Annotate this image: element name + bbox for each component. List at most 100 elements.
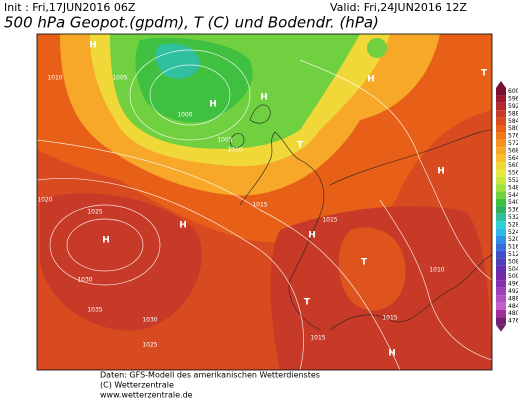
valid-time: Valid: Fri,24JUN2016 12Z [330, 1, 467, 14]
colorbar-swatch [496, 310, 506, 318]
colorbar-swatch [496, 132, 506, 140]
colorbar-label: 576 [508, 133, 518, 140]
isobar-label: 1015 [252, 202, 267, 209]
colorbar-label: 488 [508, 295, 518, 302]
pressure-center: H [308, 231, 316, 241]
isobar-label: 1005 [112, 75, 127, 82]
isobar-label: 1015 [310, 335, 325, 342]
colorbar-label: 552 [508, 177, 518, 184]
colorbar-swatch [496, 258, 506, 266]
colorbar-swatch [496, 162, 506, 170]
colorbar-label: 480 [508, 310, 518, 317]
colorbar-swatch [496, 243, 506, 251]
init-time: Init : Fri,17JUN2016 06Z [4, 1, 136, 14]
colorbar-label: 600 [508, 88, 518, 95]
pressure-center: H [260, 93, 268, 103]
colorbar-swatch [496, 154, 506, 162]
colorbar-swatch [496, 287, 506, 296]
colorbar-label: 520 [508, 236, 518, 243]
pressure-center: H [367, 75, 375, 85]
isobar-label: 1010 [227, 147, 242, 154]
colorbar-label: 484 [508, 303, 518, 310]
colorbar-arrow [496, 324, 506, 332]
isobar-label: 1010 [47, 75, 62, 82]
pressure-center: H [437, 167, 445, 177]
isobar-label: 1000 [177, 112, 192, 119]
isobar-label: 1030 [77, 277, 92, 284]
colorbar-label: 528 [508, 221, 518, 228]
colorbar-label: 548 [508, 184, 518, 191]
isobar-label: 1015 [382, 315, 397, 322]
colorbar-swatch [496, 228, 506, 236]
colorbar-label: 476 [508, 318, 518, 325]
colorbar-swatch [496, 199, 506, 207]
colorbar-label: 524 [508, 229, 518, 236]
colorbar-swatch [496, 184, 506, 192]
colorbar-label: 492 [508, 288, 518, 295]
isobar-label: 1030 [142, 317, 157, 324]
footer-line: www.wetterzentrale.de [100, 391, 193, 400]
pressure-center: H [179, 221, 187, 231]
pressure-center: T [297, 141, 304, 151]
colorbar-swatch [496, 221, 506, 229]
colorbar-swatch [496, 147, 506, 155]
map-labels: H H H H H H H H H T T T T 1010 1005 1000 1005 1010 1015 102… [37, 41, 488, 359]
pressure-center: H [89, 41, 97, 51]
colorbar-label: 560 [508, 162, 518, 169]
pressure-center: T [361, 258, 368, 268]
colorbar-label: 544 [508, 192, 518, 199]
colorbar-label: 592 [508, 103, 518, 110]
isobar-label: 1010 [429, 267, 444, 274]
colorbar-swatch [496, 95, 506, 103]
isobar-label: 1020 [37, 197, 52, 204]
colorbar: 6005965925885845805765725685645605565525… [496, 81, 518, 332]
colorbar-label: 596 [508, 96, 518, 103]
colorbar-swatch [496, 191, 506, 199]
title: 500 hPa Geopot.(gpdm), T (C) und Bodendr… [4, 14, 379, 32]
colorbar-label: 572 [508, 140, 518, 147]
colorbar-label: 540 [508, 199, 518, 206]
colorbar-swatch [496, 88, 506, 96]
isobar-label: 1015 [322, 217, 337, 224]
colorbar-swatch [496, 117, 506, 125]
colorbar-label: 504 [508, 266, 518, 273]
colorbar-label: 536 [508, 207, 518, 214]
colorbar-label: 516 [508, 244, 518, 251]
colorbar-label: 532 [508, 214, 518, 221]
colorbar-label: 564 [508, 155, 518, 162]
colorbar-swatch [496, 213, 506, 222]
colorbar-label: 568 [508, 147, 518, 154]
footer-line: Daten: GFS-Modell des amerikanischen Wet… [100, 371, 320, 380]
colorbar-label: 508 [508, 258, 518, 265]
colorbar-swatch [496, 280, 506, 288]
isobar-label: 1025 [87, 209, 102, 216]
colorbar-swatch [496, 176, 506, 185]
colorbar-label: 580 [508, 125, 518, 132]
map [36, 33, 493, 371]
pressure-center: H [209, 100, 217, 110]
colorbar-swatch [496, 317, 506, 325]
colorbar-arrow [496, 81, 506, 88]
colorbar-label: 496 [508, 281, 518, 288]
colorbar-swatch [496, 250, 506, 259]
colorbar-swatch [496, 206, 506, 214]
colorbar-swatch [496, 169, 506, 177]
colorbar-swatch [496, 295, 506, 303]
colorbar-swatch [496, 110, 506, 118]
pressure-center: H [388, 349, 396, 359]
colorbar-swatch [496, 265, 506, 273]
colorbar-swatch [496, 102, 506, 111]
colorbar-swatch [496, 273, 506, 281]
pressure-center: T [481, 69, 488, 79]
isobar-label: 1005 [217, 137, 232, 144]
colorbar-swatch [496, 139, 506, 148]
colorbar-swatch [496, 302, 506, 310]
colorbar-swatch [496, 125, 506, 133]
colorbar-swatch [496, 236, 506, 244]
colorbar-label: 500 [508, 273, 518, 280]
colorbar-label: 588 [508, 110, 518, 117]
colorbar-label: 556 [508, 170, 518, 177]
colorbar-label: 584 [508, 118, 518, 125]
colorbar-label: 512 [508, 251, 518, 258]
